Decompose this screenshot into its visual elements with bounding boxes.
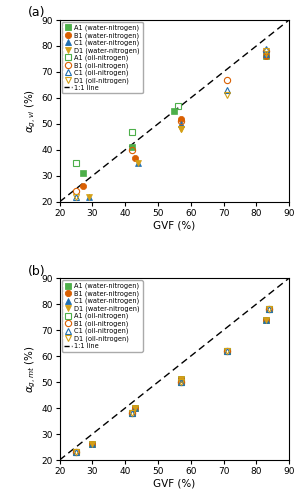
- X-axis label: GVF (%): GVF (%): [153, 478, 195, 488]
- Legend: A1 (water-nitrogen), B1 (water-nitrogen), C1 (water-nitrogen), D1 (water-nitroge: A1 (water-nitrogen), B1 (water-nitrogen)…: [62, 280, 142, 351]
- X-axis label: GVF (%): GVF (%): [153, 220, 195, 230]
- Y-axis label: $\alpha_{g,mt}$ (%): $\alpha_{g,mt}$ (%): [24, 345, 38, 393]
- Text: (a): (a): [27, 6, 45, 20]
- Legend: A1 (water-nitrogen), B1 (water-nitrogen), C1 (water-nitrogen), D1 (water-nitroge: A1 (water-nitrogen), B1 (water-nitrogen)…: [62, 22, 142, 94]
- Text: (b): (b): [27, 264, 45, 278]
- Y-axis label: $\alpha_{g,vi}$ (%): $\alpha_{g,vi}$ (%): [24, 89, 38, 133]
